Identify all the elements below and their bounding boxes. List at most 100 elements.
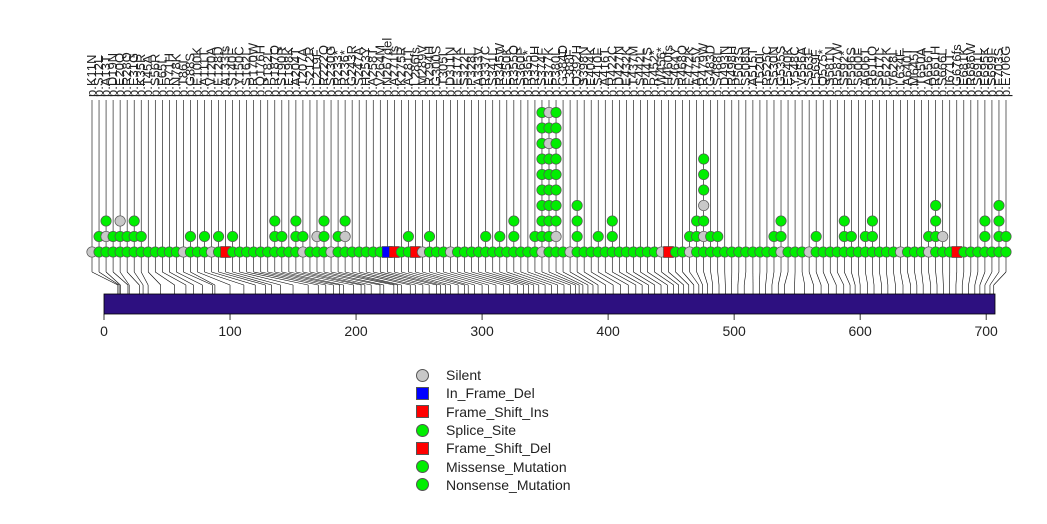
mutation-connector	[105, 271, 121, 286]
mutation-label: p.E198K	[281, 47, 296, 97]
mutation-label: p.A606T	[857, 48, 872, 97]
mutation-connector	[204, 271, 244, 286]
mutation-label: p.S592*	[836, 51, 851, 97]
mutation-label: p.T207A	[295, 48, 310, 97]
mutation-connector	[993, 271, 1007, 286]
mutation-label: p.D311N	[443, 47, 458, 97]
mutation-connector	[984, 271, 993, 286]
mutation-connector	[112, 271, 129, 286]
mutation-connector	[928, 271, 932, 286]
mutation-connector	[865, 271, 869, 286]
mutation-label: p.S247A	[351, 47, 366, 97]
mutation-label: p.A258T	[365, 48, 380, 97]
mutation-connector	[387, 271, 441, 286]
mutation-marker	[698, 199, 710, 212]
mutation-label: p.R525C	[759, 46, 774, 97]
mutation-connector	[612, 271, 636, 286]
mutation-label: p.E317K	[450, 47, 465, 97]
mutation-connector	[443, 271, 489, 286]
mutation-label: p.A111T	[196, 50, 211, 97]
mutation-label: p.R452*	[646, 50, 661, 97]
legend-label-frame-shift-ins: Frame_Shift_Ins	[446, 403, 549, 420]
mutation-connector	[710, 271, 713, 286]
mutation-label: p.A281T	[400, 48, 415, 97]
mutation-connector	[583, 271, 606, 286]
mutation-label: p.R337C	[478, 46, 493, 97]
mutation-connector	[133, 271, 144, 286]
mutation-marker	[100, 215, 112, 227]
lollipop-plot: p.K11Np.S12Lp.A13Tp.D19Np.E20Qp.R28Qp.E3…	[84, 38, 1013, 339]
mutation-connector	[689, 271, 700, 286]
mutation-connector	[724, 271, 726, 286]
mutation-label: p.E20Q	[112, 53, 127, 97]
mutation-connector	[380, 271, 437, 286]
mutation-connector	[302, 271, 365, 286]
mutation-connector	[914, 271, 918, 286]
mutation-connector	[562, 271, 589, 286]
mutation-label: p.S140F	[225, 48, 240, 97]
mutation-marker	[993, 215, 1005, 227]
mutation-label: p.T45A	[140, 55, 155, 97]
mutation-connector	[323, 271, 384, 286]
mutation-marker	[698, 184, 710, 196]
mutation-marker	[979, 215, 991, 227]
mutation-marker	[508, 215, 520, 227]
mutation-marker	[480, 230, 492, 243]
mutation-label: p.K275R	[393, 46, 408, 97]
protein-domain-bar	[103, 293, 996, 315]
mutation-connector	[506, 271, 546, 286]
mutation-label: p.Q392H	[569, 45, 584, 97]
mutation-label: p.R587W	[829, 42, 844, 97]
mutation-marker	[606, 230, 618, 243]
mutation-label: p.A475V	[689, 47, 704, 97]
mutation-connector	[626, 271, 649, 286]
legend-label-silent: Silent	[446, 367, 482, 384]
mutation-label: p.G483D	[703, 45, 718, 97]
mutation-label: p.S360F	[513, 48, 528, 97]
mutation-connector	[654, 271, 674, 286]
mutation-connector	[879, 271, 882, 286]
mutation-label: p.G243R	[344, 45, 359, 97]
x-axis-ticks: 0 100 200 300 400 500 600 700	[100, 314, 998, 339]
mutation-label: p.S488L	[710, 49, 725, 97]
mutation-connector	[541, 271, 576, 286]
mutation-label: p.G384D	[555, 45, 570, 97]
mutation-label: p.H253Y	[358, 46, 373, 97]
mutation-marker	[1000, 246, 1012, 258]
mutation-connector	[316, 271, 381, 286]
x-tick-label: 600	[848, 323, 872, 339]
mutation-connector	[464, 271, 510, 286]
mutation-label: p.Y548C	[787, 46, 802, 97]
mutation-label: p.A515T	[745, 48, 760, 97]
mutation-marker	[114, 215, 126, 227]
mutation-marker	[423, 230, 436, 243]
mutation-connector	[784, 271, 789, 286]
mutation-marker	[571, 199, 583, 212]
mutation-label: p.G88S	[182, 53, 197, 97]
mutation-marker	[993, 199, 1005, 212]
mutation-label: p.S398N	[576, 46, 591, 97]
mutation-label: p.S666L	[935, 49, 950, 97]
mutation-marker	[550, 137, 562, 150]
mutation-label: p.E681K	[956, 47, 971, 97]
mutation-markers	[86, 106, 1012, 258]
mutation-connector	[211, 271, 256, 286]
mutation-label: p.I671T	[942, 53, 957, 97]
mutation-marker	[318, 215, 330, 227]
mutation-connector	[218, 271, 266, 286]
mutation-label: p.A13T	[98, 55, 113, 97]
legend-item-missense-mutation: Missense_Mutation	[416, 457, 571, 475]
mutation-label: p.E540K	[780, 47, 795, 97]
mutation-label: p.E622K	[878, 47, 893, 97]
mutation-label: p.P596S	[843, 47, 858, 97]
mutation-connector	[737, 271, 740, 286]
mutation-connector	[155, 271, 175, 286]
mutation-connector	[771, 271, 775, 286]
mutation-connector	[668, 271, 684, 286]
mutation-connector	[858, 271, 861, 286]
mutation-label: p.P182L	[260, 49, 275, 97]
mutation-label: p.A333V	[471, 47, 486, 97]
mutation-label: p.A416T	[597, 48, 612, 97]
mutation-connector	[974, 271, 979, 286]
legend-symbol-in-frame-del	[416, 386, 429, 400]
